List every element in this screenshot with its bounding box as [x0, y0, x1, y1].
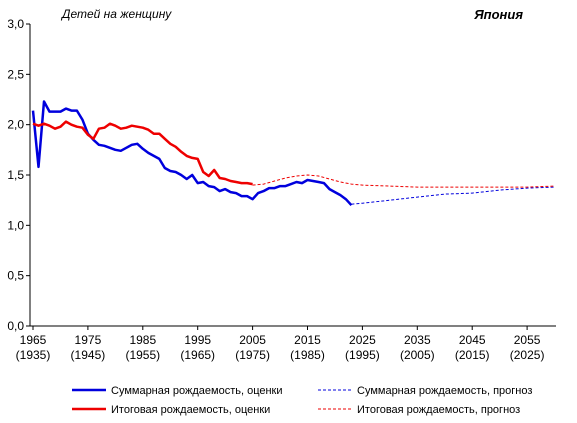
x-tick-label: 2055 [514, 333, 541, 347]
y-tick-label: 0,5 [7, 269, 24, 283]
x-ticks: 1965(1935) 1975(1945) 1985(1955) 1995(1965)… [16, 326, 545, 362]
legend-label-tfr-forecast: Суммарная рождаемость, прогноз [357, 385, 532, 397]
x-tick-cohort-label: (2005) [400, 348, 435, 362]
x-tick-label: 2015 [294, 333, 321, 347]
x-tick-cohort-label: (2025) [510, 348, 545, 362]
x-tick-label: 2005 [239, 333, 266, 347]
series-group [31, 100, 555, 207]
x-tick-label: 1985 [129, 333, 156, 347]
x-tick-label: 1965 [20, 333, 47, 347]
x-tick-cohort-label: (1985) [290, 348, 325, 362]
x-tick-cohort-label: (1975) [235, 348, 270, 362]
y-tick-label: 1,5 [7, 168, 24, 182]
x-tick-label: 2035 [404, 333, 431, 347]
x-tick-cohort-label: (1955) [125, 348, 160, 362]
y-tick-label: 3,0 [7, 17, 24, 31]
series-line-tfr-forecast [351, 186, 555, 205]
y-tick-label: 1,0 [7, 218, 24, 232]
x-tick-label: 2045 [459, 333, 486, 347]
series-line-cfr-forecast [252, 174, 555, 188]
chart-title: Япония [473, 7, 523, 22]
y-tick-label: 2,5 [7, 67, 24, 81]
x-tick-label: 2025 [349, 333, 376, 347]
y-ticks: 0,0 0,5 1,0 1,5 2,0 2,5 3,0 [7, 17, 30, 333]
y-axis-label: Детей на женщину [60, 7, 172, 21]
x-tick-label: 1975 [75, 333, 102, 347]
series-line-cfr-estimate [32, 120, 253, 186]
axes [29, 24, 556, 327]
x-tick-cohort-label: (1995) [345, 348, 380, 362]
series-line-tfr-estimate [31, 100, 353, 207]
x-tick-cohort-label: (1945) [71, 348, 106, 362]
legend: Суммарная рождаемость, оценки Итоговая р… [72, 385, 532, 416]
x-tick-cohort-label: (1965) [180, 348, 215, 362]
legend-label-cfr-forecast: Итоговая рождаемость, прогноз [357, 404, 520, 416]
legend-label-cfr-estimate: Итоговая рождаемость, оценки [111, 404, 270, 416]
x-tick-label: 1995 [184, 333, 211, 347]
x-tick-cohort-label: (2015) [455, 348, 490, 362]
y-tick-label: 2,0 [7, 118, 24, 132]
legend-label-tfr-estimate: Суммарная рождаемость, оценки [111, 385, 283, 397]
x-tick-cohort-label: (1935) [16, 348, 51, 362]
y-tick-label: 0,0 [7, 319, 24, 333]
